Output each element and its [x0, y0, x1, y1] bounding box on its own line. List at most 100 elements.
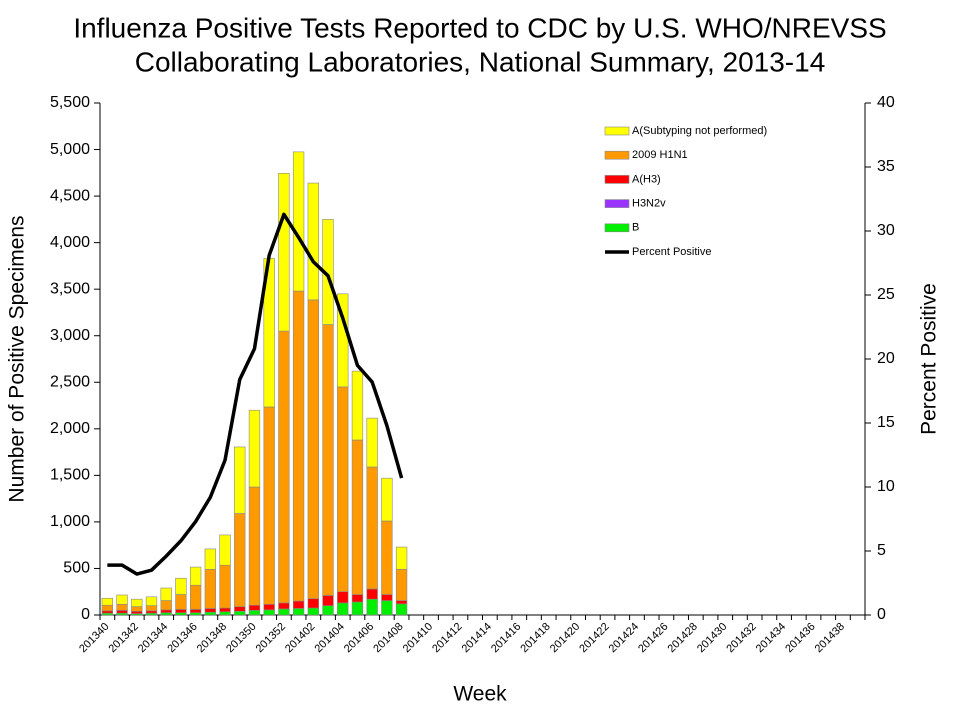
y2-tick-label: 35 [877, 158, 895, 175]
bar-segment [219, 534, 231, 566]
bar-segment [292, 600, 305, 609]
x-tick-label: 201412 [430, 621, 464, 655]
x-tick-label: 201424 [607, 621, 641, 655]
bar-segment [160, 600, 172, 611]
legend-swatch [604, 199, 630, 208]
bar-segment [292, 151, 305, 292]
bar-segment [351, 601, 364, 616]
bar-segment [189, 612, 202, 616]
bar-segment [131, 610, 143, 614]
x-tick-label: 201420 [548, 621, 582, 655]
x-tick-label: 201418 [518, 621, 552, 655]
y-tick-label: 1,000 [50, 513, 90, 530]
x-tick-label: 201404 [312, 621, 346, 655]
y-tick-label: 500 [63, 560, 90, 577]
y2-axis-label: Percent Positive [918, 283, 941, 435]
y-tick-label: 0 [81, 606, 90, 623]
x-tick-label: 201434 [754, 621, 788, 655]
bar-segment [145, 596, 158, 606]
bar-segment [101, 610, 114, 614]
y-tick-label: 5,500 [50, 94, 90, 111]
bar-segment [278, 172, 290, 332]
bar-segment [381, 600, 393, 616]
y2-tick-label: 10 [877, 478, 895, 495]
bar-segment [307, 607, 319, 616]
x-tick-label: 201348 [195, 621, 229, 655]
chart-title: Collaborating Laboratories, National Sum… [135, 46, 826, 77]
x-tick-label: 201352 [254, 621, 288, 655]
bar-segment [292, 290, 305, 602]
bar-segment [204, 608, 216, 613]
y2-tick-label: 30 [877, 222, 895, 239]
x-tick-label: 201402 [283, 621, 317, 655]
bar-segment [322, 595, 334, 606]
bar-segment [278, 608, 290, 616]
bar-segment [322, 324, 334, 596]
bar-segment [116, 610, 128, 614]
bar-segment [175, 609, 187, 613]
legend-swatch [604, 150, 630, 160]
bar-segment [381, 594, 393, 601]
legend-label: H3N2v [632, 198, 666, 210]
chart-title: Influenza Positive Tests Reported to CDC… [73, 12, 886, 43]
line [107, 212, 404, 576]
bar-segment [248, 610, 261, 616]
x-tick-label: 201430 [695, 621, 729, 655]
x-tick-label: 201408 [371, 621, 405, 655]
y2-tick-label: 0 [877, 606, 886, 623]
bar-segment [395, 569, 408, 601]
bar-segment [307, 299, 319, 600]
y2-tick-label: 40 [877, 94, 895, 111]
bar-segment [219, 611, 231, 616]
bar-segment [160, 609, 172, 613]
y-tick-label: 1,500 [50, 467, 90, 484]
y-axis-label: Number of Positive Specimens [6, 215, 29, 502]
bar-segment [395, 600, 408, 605]
bar-segment [234, 606, 246, 612]
bar-segment [322, 605, 334, 616]
legend-label: A(Subtyping not performed) [632, 125, 767, 137]
x-tick-label: 201426 [636, 621, 670, 655]
x-tick-label: 201346 [165, 621, 199, 655]
y-tick-label: 5,000 [50, 141, 90, 158]
bar-segment [263, 609, 275, 616]
x-tick-label: 201350 [224, 621, 258, 655]
bar-segment [351, 439, 364, 595]
bar-segment [248, 486, 261, 606]
legend-swatch [604, 223, 630, 233]
y-tick-label: 4,000 [50, 234, 90, 251]
bar-segment [395, 546, 408, 570]
bar-segment [351, 370, 364, 441]
y2-tick-label: 15 [877, 414, 895, 431]
y2-tick-label: 25 [877, 286, 895, 303]
y-tick-label: 4,500 [50, 187, 90, 204]
bar-segment [307, 182, 319, 301]
bar-segment [189, 584, 202, 610]
bar-segment [337, 386, 349, 593]
y-tick-label: 3,500 [50, 280, 90, 297]
bar-segment [219, 607, 231, 613]
y2-tick-label: 5 [877, 542, 886, 559]
bar-segment [292, 608, 305, 616]
x-tick-label: 201432 [724, 621, 758, 655]
legend-label: 2009 H1N1 [632, 149, 688, 161]
bar-segment [175, 594, 187, 610]
legend-label: Percent Positive [632, 246, 711, 258]
bar-segment [189, 566, 202, 586]
bar-segment [366, 466, 378, 590]
x-tick-label: 201416 [489, 621, 523, 655]
bar-segment [263, 406, 275, 605]
x-tick-label: 201340 [77, 621, 111, 655]
bar-segment [160, 612, 172, 616]
bar-segment [351, 594, 364, 603]
bar-segment [263, 603, 275, 611]
bar-segment [234, 610, 246, 616]
bar-segment [381, 477, 393, 522]
bar-segment [175, 612, 187, 616]
bar-segment [248, 604, 261, 611]
legend-label: A(H3) [632, 173, 661, 185]
bar-segment [204, 548, 216, 570]
bar-segment [234, 446, 246, 514]
bar-segment [189, 609, 202, 613]
x-tick-label: 201406 [342, 621, 376, 655]
